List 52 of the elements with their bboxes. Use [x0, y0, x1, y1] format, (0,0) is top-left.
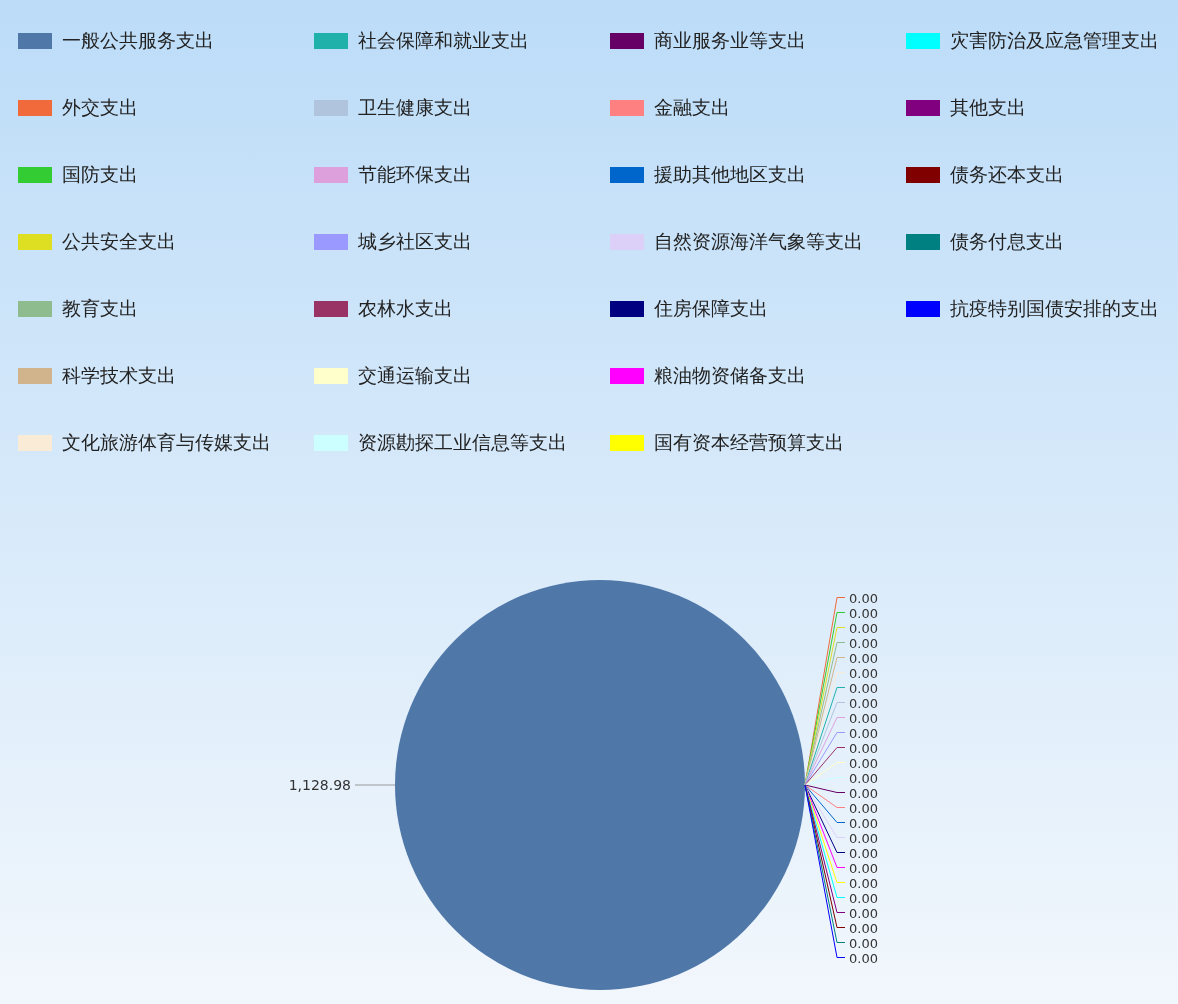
legend-label: 文化旅游体育与传媒支出	[62, 431, 271, 453]
legend-label: 商业服务业等支出	[654, 29, 806, 51]
text: 0.00	[849, 935, 878, 951]
legend-label: 自然资源海洋气象等支出	[654, 230, 863, 252]
text: 0.00	[849, 890, 878, 906]
legend-label: 住房保障支出	[653, 297, 768, 319]
legend-label: 节能环保支出	[358, 163, 472, 185]
text: 0.00	[849, 950, 878, 966]
legend-label: 教育支出	[62, 297, 138, 319]
text: 0.00	[849, 620, 878, 636]
legend-label: 灾害防治及应急管理支出	[950, 29, 1159, 51]
text: 0.00	[849, 815, 878, 831]
legend-label: 农林水支出	[358, 297, 453, 319]
text: 0.00	[849, 680, 878, 696]
text: 0.00	[849, 875, 878, 891]
legend-label: 外交支出	[62, 96, 138, 118]
text: 0.00	[849, 710, 878, 726]
legend-label: 卫生健康支出	[358, 96, 472, 118]
text: 0.00	[849, 830, 878, 846]
text: 0.00	[849, 905, 878, 921]
text: 0.00	[849, 665, 878, 681]
text: 0.00	[849, 725, 878, 741]
text: 0.00	[849, 590, 878, 606]
legend-label: 粮油物资储备支出	[654, 364, 806, 386]
text: 0.00	[849, 770, 878, 786]
legend-label: 科学技术支出	[62, 364, 176, 386]
text: 0.00	[849, 650, 878, 666]
legend-label: 国有资本经营预算支出	[654, 431, 844, 453]
text: 0.00	[849, 635, 878, 651]
legend-label: 城乡社区支出	[357, 230, 472, 252]
legend-label: 资源勘探工业信息等支出	[358, 431, 567, 453]
data-label: 1,128.98	[288, 777, 351, 793]
legend-label: 一般公共服务支出	[62, 29, 214, 51]
text: 0.00	[849, 605, 878, 621]
legend-label: 交通运输支出	[358, 364, 472, 386]
text: 0.00	[849, 785, 878, 801]
text: 0.00	[849, 920, 878, 936]
text: 0.00	[849, 740, 878, 756]
legend-label: 社会保障和就业支出	[358, 29, 529, 51]
text: 0.00	[849, 845, 878, 861]
text: 0.00	[849, 800, 878, 816]
text: 0.00	[849, 695, 878, 711]
legend-label: 抗疫特别国债安排的支出	[950, 297, 1159, 319]
legend-label: 国防支出	[62, 163, 138, 185]
legend-label: 其他支出	[950, 96, 1026, 118]
legend-label: 公共安全支出	[62, 230, 176, 252]
text: 0.00	[849, 860, 878, 876]
legend-label: 金融支出	[654, 96, 730, 118]
legend-label: 债务付息支出	[950, 230, 1064, 252]
legend-label: 援助其他地区支出	[654, 163, 806, 185]
text: 0.00	[849, 755, 878, 771]
legend-label: 债务还本支出	[950, 163, 1064, 185]
